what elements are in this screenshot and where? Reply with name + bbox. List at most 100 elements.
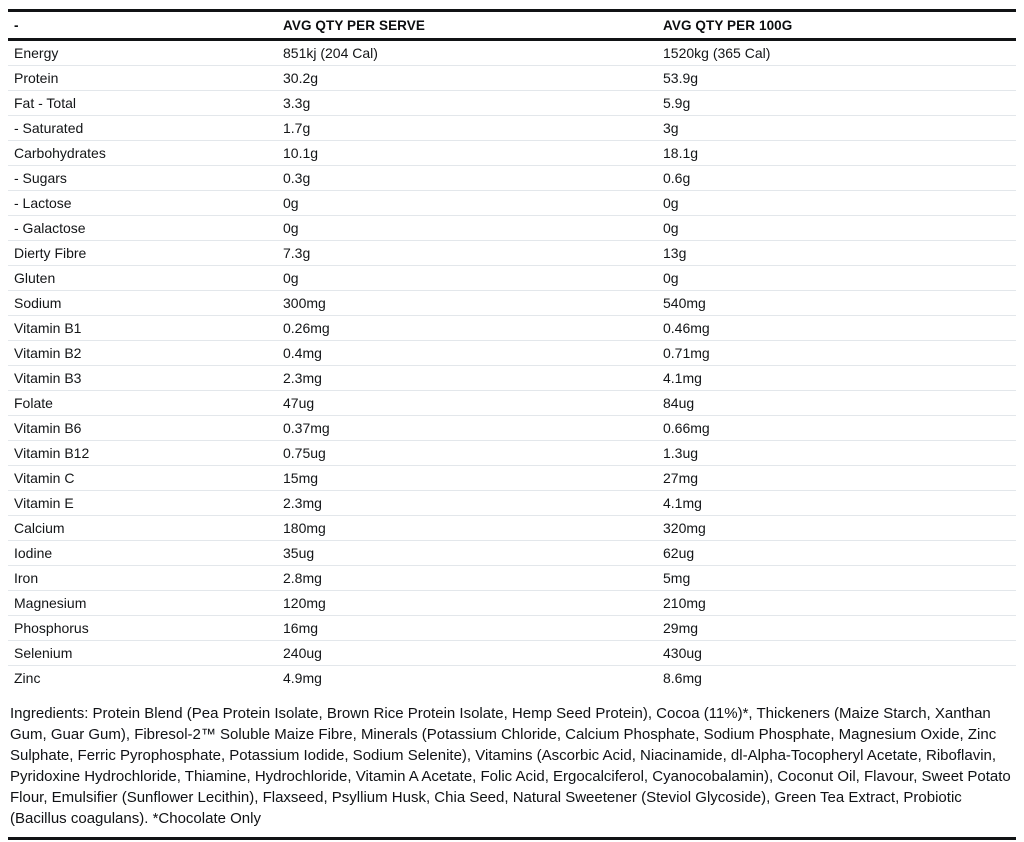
table-cell-per-serve: 3.3g	[283, 90, 663, 116]
table-cell-per-serve: 2.3mg	[283, 490, 663, 516]
table-cell-nutrient: Energy	[8, 39, 283, 66]
table-cell-per-serve: 120mg	[283, 590, 663, 616]
table-cell-per-100g: 4.1mg	[663, 365, 1016, 391]
table-row: Vitamin B6 0.37mg 0.66mg	[8, 415, 1016, 441]
table-cell-per-serve: 2.8mg	[283, 565, 663, 591]
table-cell-per-100g: 4.1mg	[663, 490, 1016, 516]
table-cell-per-100g: 84ug	[663, 390, 1016, 416]
table-row: Phosphorus 16mg 29mg	[8, 615, 1016, 641]
table-cell-nutrient: Vitamin B3	[8, 365, 283, 391]
table-cell-per-serve: 16mg	[283, 615, 663, 641]
table-cell-nutrient: Iodine	[8, 540, 283, 566]
table-row: Vitamin E 2.3mg 4.1mg	[8, 490, 1016, 516]
bottom-divider	[8, 837, 1016, 840]
table-row: Iron 2.8mg 5mg	[8, 565, 1016, 591]
table-cell-nutrient: Zinc	[14, 670, 41, 686]
table-row: - Saturated 1.7g 3g	[8, 115, 1016, 141]
table-row: Vitamin B12 0.75ug 1.3ug	[8, 440, 1016, 466]
table-cell-nutrient: Dierty Fibre	[8, 240, 283, 266]
header-cell-nutrient: -	[8, 10, 283, 41]
table-row: Zinc 4.9mg 8.6mg	[8, 666, 1016, 691]
table-cell-per-serve: 0g	[283, 215, 663, 241]
header-cell-per-serve: AVG QTY PER SERVE	[283, 10, 663, 41]
table-cell-nutrient: Vitamin B2	[8, 340, 283, 366]
table-cell-per-100g: 1.3ug	[663, 440, 1016, 466]
table-cell-per-100g: 1520kg (365 Cal)	[663, 39, 1016, 66]
table-cell-per-100g: 18.1g	[663, 140, 1016, 166]
table-cell-per-100g: 3g	[663, 115, 1016, 141]
table-cell-per-serve: 0g	[283, 190, 663, 216]
table-cell-nutrient: Phosphorus	[8, 615, 283, 641]
table-cell-nutrient: Sodium	[8, 290, 283, 316]
table-cell-per-serve: 240ug	[283, 640, 663, 666]
table-cell-per-serve: 0.26mg	[283, 315, 663, 341]
table-row: - Sugars 0.3g 0.6g	[8, 165, 1016, 191]
table-cell-per-100g: 0g	[663, 215, 1016, 241]
table-row: Gluten 0g 0g	[8, 265, 1016, 291]
table-cell-per-serve: 0.3g	[283, 165, 663, 191]
table-cell-nutrient: Protein	[8, 65, 283, 91]
nutrition-table: - AVG QTY PER SERVE AVG QTY PER 100G Ene…	[8, 9, 1016, 690]
table-cell-per-100g: 0.66mg	[663, 415, 1016, 441]
table-cell-per-100g: 5mg	[663, 565, 1016, 591]
table-row: Vitamin B3 2.3mg 4.1mg	[8, 365, 1016, 391]
table-row: Vitamin B1 0.26mg 0.46mg	[8, 315, 1016, 341]
table-cell-nutrient: - Saturated	[8, 115, 283, 141]
table-cell-per-100g: 29mg	[663, 615, 1016, 641]
table-cell-per-100g: 320mg	[663, 515, 1016, 541]
table-cell-nutrient: Gluten	[8, 265, 283, 291]
table-row: Protein 30.2g 53.9g	[8, 65, 1016, 91]
table-cell-per-serve: 300mg	[283, 290, 663, 316]
table-row: - Galactose 0g 0g	[8, 215, 1016, 241]
table-cell-nutrient: - Lactose	[8, 190, 283, 216]
table-cell-nutrient: Vitamin C	[8, 465, 283, 491]
table-row: Energy 851kj (204 Cal) 1520kg (365 Cal)	[8, 39, 1016, 66]
table-cell-nutrient: Iron	[8, 565, 283, 591]
table-cell-per-serve: 30.2g	[283, 65, 663, 91]
table-cell-per-serve: 7.3g	[283, 240, 663, 266]
table-cell-per-100g: 5.9g	[663, 90, 1016, 116]
table-cell-per-100g: 0g	[663, 190, 1016, 216]
table-cell-per-serve: 0.75ug	[283, 440, 663, 466]
table-row: Iodine 35ug 62ug	[8, 540, 1016, 566]
table-row: Vitamin C 15mg 27mg	[8, 465, 1016, 491]
header-row: - AVG QTY PER SERVE AVG QTY PER 100G	[8, 10, 1016, 41]
table-cell-per-serve: 0.4mg	[283, 340, 663, 366]
table-cell-nutrient: - Sugars	[8, 165, 283, 191]
table-row: Carbohydrates 10.1g 18.1g	[8, 140, 1016, 166]
table-cell-per-100g: 0.71mg	[663, 340, 1016, 366]
table-row: - Lactose 0g 0g	[8, 190, 1016, 216]
table-cell-per-serve: 47ug	[283, 390, 663, 416]
table-cell-per-100g: 27mg	[663, 465, 1016, 491]
table-cell-per-100g: 430ug	[663, 640, 1016, 666]
table-cell-per-100g: 210mg	[663, 590, 1016, 616]
table-cell-per-serve: 851kj (204 Cal)	[283, 39, 663, 66]
table-cell-per-serve: 1.7g	[283, 115, 663, 141]
table-cell-per-100g: 0g	[663, 265, 1016, 291]
table-cell-nutrient: Fat - Total	[8, 90, 283, 116]
table-cell-per-serve: 4.9mg	[283, 670, 322, 686]
table-cell-nutrient: Carbohydrates	[8, 140, 283, 166]
table-cell-nutrient: Vitamin B1	[8, 315, 283, 341]
table-row: Selenium 240ug 430ug	[8, 640, 1016, 666]
table-cell-per-serve: 15mg	[283, 465, 663, 491]
table-cell-per-serve: 10.1g	[283, 140, 663, 166]
table-row: Sodium 300mg 540mg	[8, 290, 1016, 316]
table-cell-nutrient: - Galactose	[8, 215, 283, 241]
nutrition-table-header: - AVG QTY PER SERVE AVG QTY PER 100G	[8, 10, 1016, 41]
table-cell-per-serve: 180mg	[283, 515, 663, 541]
table-cell-per-serve: 35ug	[283, 540, 663, 566]
table-row: Dierty Fibre 7.3g 13g	[8, 240, 1016, 266]
table-cell-nutrient: Vitamin E	[8, 490, 283, 516]
table-cell-nutrient: Vitamin B12	[8, 440, 283, 466]
table-cell-nutrient: Selenium	[8, 640, 283, 666]
table-row: Folate 47ug 84ug	[8, 390, 1016, 416]
nutrition-table-body: Energy 851kj (204 Cal) 1520kg (365 Cal) Pro…	[8, 39, 1016, 691]
table-row: Calcium 180mg 320mg	[8, 515, 1016, 541]
table-cell-per-100g: 540mg	[663, 290, 1016, 316]
ingredients-paragraph: Ingredients: Protein Blend (Pea Protein …	[10, 705, 1011, 827]
table-cell-per-100g: 62ug	[663, 540, 1016, 566]
table-cell-nutrient: Calcium	[8, 515, 283, 541]
table-cell-per-100g: 0.46mg	[663, 315, 1016, 341]
table-cell-per-100g: 53.9g	[663, 65, 1016, 91]
